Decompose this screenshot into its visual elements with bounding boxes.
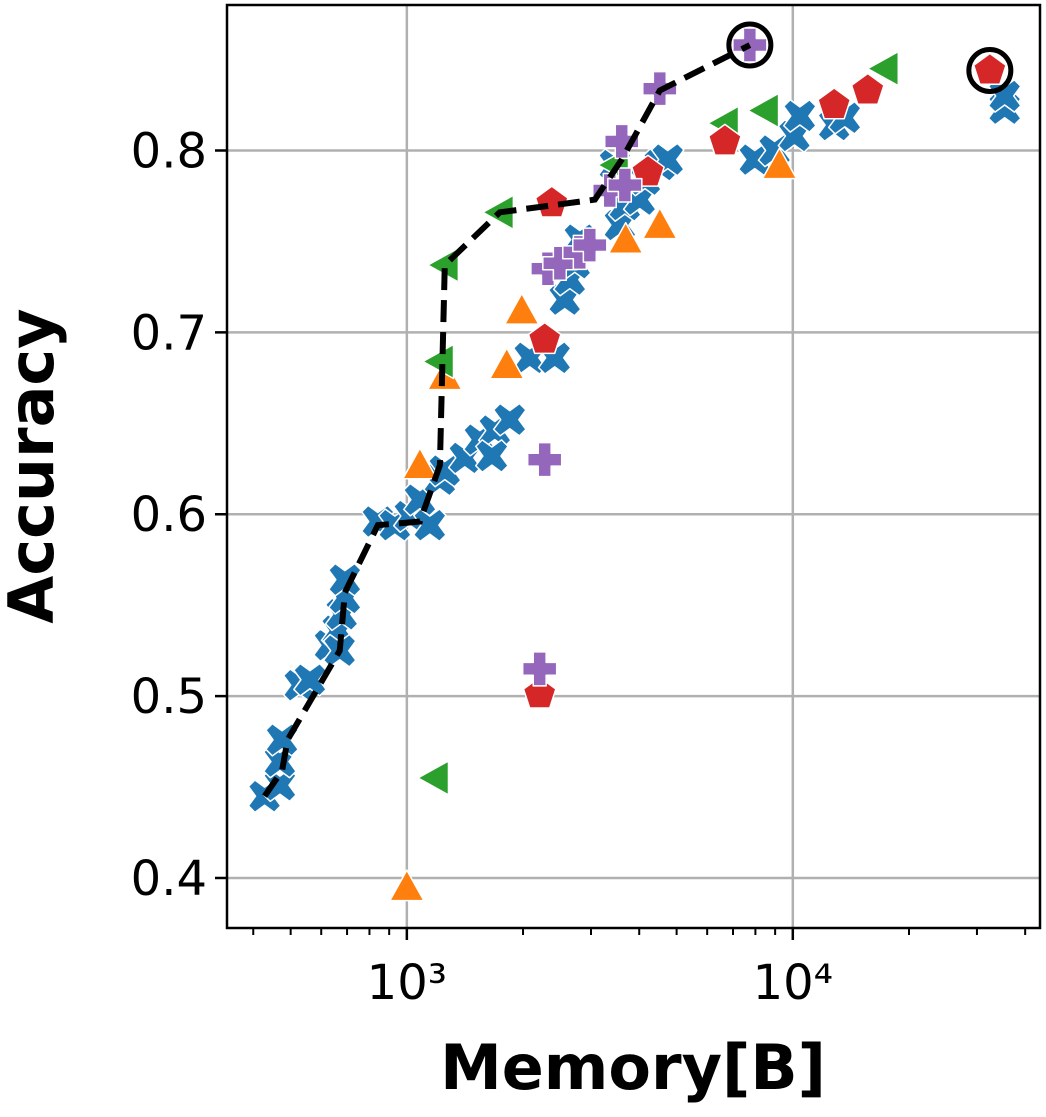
scatter-point bbox=[642, 207, 678, 240]
scatter-point bbox=[522, 676, 557, 709]
x-tick-label: 10⁴ bbox=[753, 955, 833, 1011]
scatter-point bbox=[603, 123, 640, 160]
plot-frame bbox=[225, 3, 1042, 930]
scatter-point bbox=[492, 402, 527, 437]
x-axis-label: Memory[B] bbox=[440, 1031, 826, 1104]
scatter-point bbox=[972, 52, 1007, 85]
scatter-point bbox=[782, 99, 817, 133]
scatter-point bbox=[422, 343, 455, 380]
scatter-point bbox=[607, 167, 643, 203]
highlight-circle bbox=[726, 21, 774, 69]
x-tick-label: 10³ bbox=[367, 955, 447, 1011]
scatter-point bbox=[747, 92, 780, 129]
scatter-point bbox=[866, 50, 900, 87]
scatter-point bbox=[708, 123, 742, 156]
scatter-point bbox=[402, 447, 438, 480]
grid bbox=[227, 5, 1040, 928]
y-tick-label: 0.6 bbox=[131, 487, 207, 543]
scatter-point bbox=[504, 292, 540, 325]
scatter-point bbox=[474, 439, 509, 473]
scatter-point bbox=[607, 221, 644, 254]
y-axis-label: Accuracy bbox=[0, 308, 68, 623]
y-tick-label: 0.4 bbox=[131, 851, 207, 907]
scatter-point bbox=[761, 147, 798, 180]
scatter-point bbox=[293, 662, 327, 697]
scatter-point bbox=[817, 87, 852, 120]
scatter-point bbox=[572, 227, 608, 263]
scatter-point bbox=[526, 441, 563, 478]
y-tick-label: 0.5 bbox=[131, 669, 207, 725]
scatter-point bbox=[527, 321, 562, 355]
scatter-point bbox=[521, 651, 558, 687]
scatter-point bbox=[850, 72, 885, 105]
scatter-point bbox=[327, 562, 362, 597]
scatter-point bbox=[412, 508, 447, 543]
scatter-point bbox=[417, 760, 450, 796]
scatter-point bbox=[389, 869, 425, 902]
highlight-circle bbox=[966, 46, 1014, 94]
scatter-point bbox=[489, 347, 525, 380]
y-tick-label: 0.8 bbox=[131, 123, 207, 179]
pareto-line bbox=[262, 42, 752, 798]
scatter-point bbox=[732, 27, 768, 63]
y-tick-label: 0.7 bbox=[131, 305, 207, 361]
